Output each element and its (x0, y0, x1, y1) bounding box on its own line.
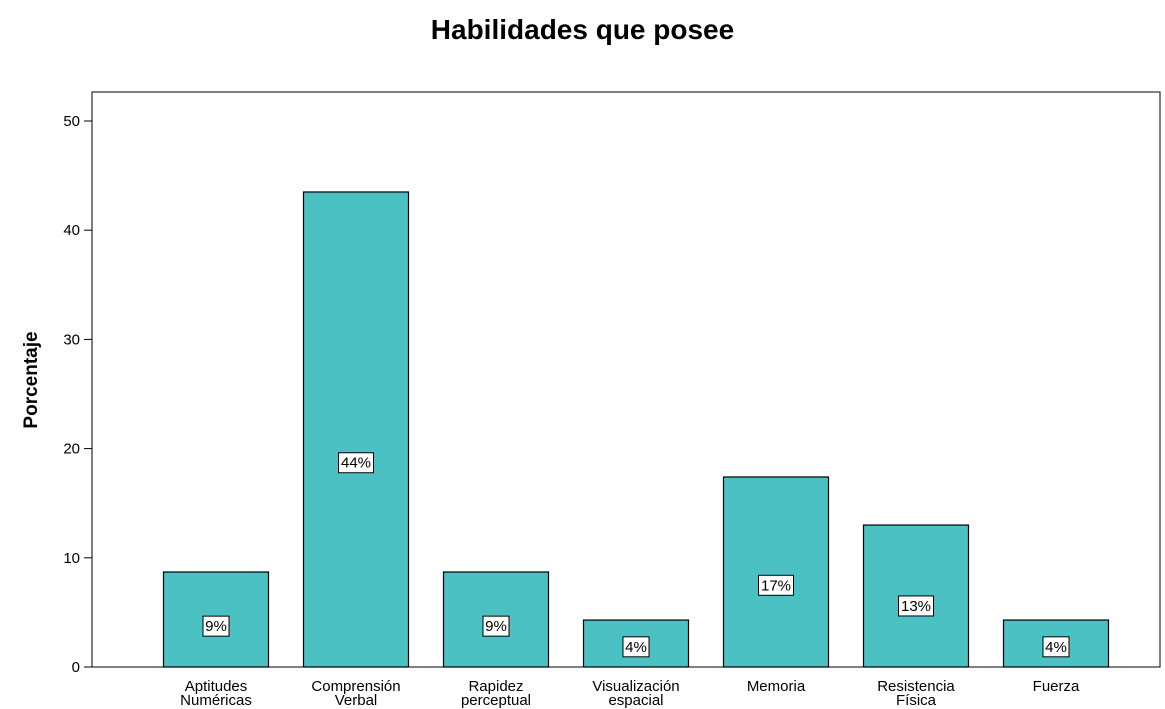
y-axis-label: Porcentaje (21, 331, 42, 428)
data-label-box (758, 574, 794, 596)
x-category-label: Aptitudes (185, 678, 248, 695)
data-label: 4% (625, 639, 647, 656)
x-category-label: Resistencia (877, 678, 955, 695)
data-label: 44% (341, 455, 371, 472)
y-tick-label: 20 (63, 441, 80, 458)
data-label: 17% (761, 577, 791, 594)
data-label: 4% (1045, 639, 1067, 656)
y-tick-label: 0 (72, 659, 80, 676)
data-label: 9% (205, 618, 227, 635)
data-label-box (898, 595, 934, 617)
data-label-box (622, 636, 650, 658)
x-category-label: Verbal (335, 692, 378, 709)
data-label-box (1042, 636, 1070, 658)
x-category-label: espacial (608, 692, 663, 709)
data-label: 9% (485, 618, 507, 635)
chart-title: Habilidades que posee (430, 14, 735, 45)
y-tick-label: 30 (63, 331, 80, 348)
data-label-box (202, 615, 230, 637)
data-label: 13% (901, 598, 931, 615)
x-category-label: Numéricas (180, 692, 252, 709)
x-category-label: perceptual (461, 692, 531, 709)
y-tick-label: 10 (63, 550, 80, 567)
data-label-box (482, 615, 510, 637)
y-tick-label: 50 (63, 113, 80, 130)
bar (722, 476, 830, 668)
data-label-box (338, 452, 374, 474)
x-category-label: Memoria (747, 678, 806, 695)
x-category-label: Comprensión (311, 678, 400, 695)
x-category-label: Visualización (592, 678, 679, 695)
x-category-label: Rapidez (468, 678, 523, 695)
y-tick-label: 40 (63, 222, 80, 239)
x-category-label: Fuerza (1033, 678, 1080, 695)
x-category-label: Física (896, 692, 937, 709)
bar (302, 191, 410, 668)
